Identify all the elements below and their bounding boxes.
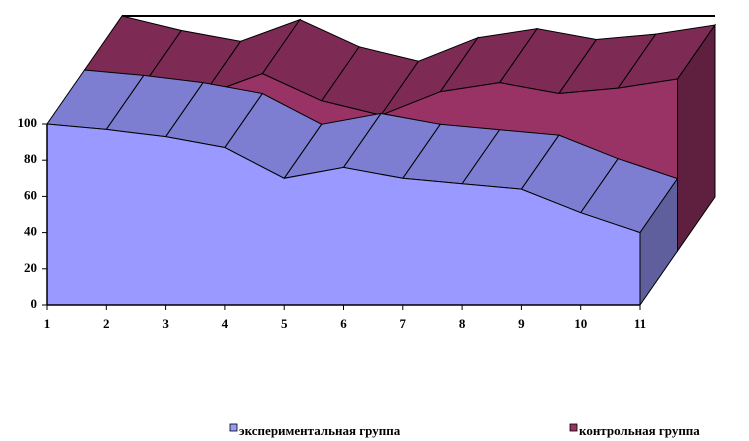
y-tick-label: 0 (31, 296, 38, 311)
legend-swatch (569, 423, 578, 432)
y-tick-label: 60 (24, 187, 37, 202)
x-tick-label: 8 (459, 316, 466, 331)
y-tick-label: 80 (24, 151, 37, 166)
legend-label: контрольная группа (579, 423, 700, 438)
y-tick-label: 20 (24, 260, 37, 275)
legend-swatch (229, 423, 238, 432)
x-tick-label: 10 (574, 316, 587, 331)
area-front-face (46, 123, 641, 306)
x-tick-label: 9 (518, 316, 525, 331)
x-tick-label: 11 (634, 316, 646, 331)
y-tick-label: 40 (24, 224, 37, 239)
legend-label: экспериментальная группа (239, 423, 401, 438)
x-tick-label: 1 (44, 316, 51, 331)
x-tick-label: 2 (103, 316, 110, 331)
x-tick-label: 5 (281, 316, 288, 331)
y-tick-label: 100 (18, 115, 38, 130)
x-tick-label: 4 (222, 316, 229, 331)
x-tick-label: 3 (162, 316, 169, 331)
x-tick-label: 6 (340, 316, 347, 331)
x-tick-label: 7 (400, 316, 407, 331)
